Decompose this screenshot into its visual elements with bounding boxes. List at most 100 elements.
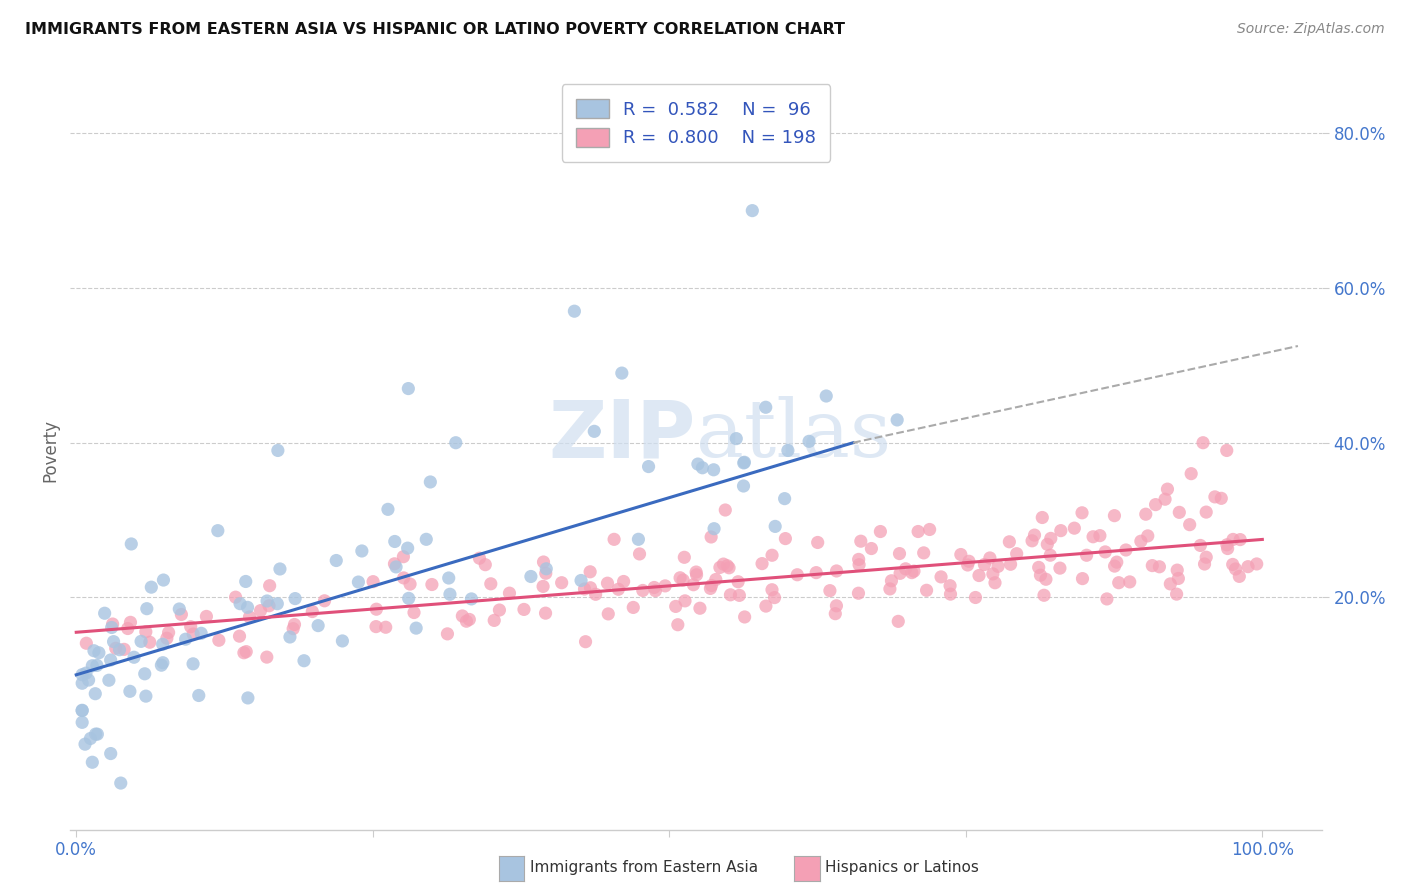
- Point: [84, 727, 107, 741]
- Point: [654, 579, 676, 593]
- Point: [773, 491, 796, 506]
- Point: [755, 599, 778, 613]
- Point: [1229, 533, 1251, 547]
- Point: [1119, 574, 1142, 589]
- Point: [460, 591, 482, 606]
- Point: [907, 524, 929, 539]
- Point: [195, 609, 218, 624]
- Point: [1021, 533, 1043, 548]
- Point: [208, 633, 231, 648]
- Point: [86, 658, 108, 673]
- Point: [384, 534, 406, 549]
- Point: [848, 558, 870, 572]
- Point: [1000, 558, 1022, 572]
- Point: [949, 548, 972, 562]
- Point: [889, 566, 911, 581]
- Point: [1136, 529, 1159, 543]
- Point: [384, 557, 406, 571]
- Point: [1216, 443, 1239, 458]
- Point: [725, 432, 748, 446]
- Point: [621, 600, 644, 615]
- Point: [350, 544, 373, 558]
- Point: [70, 704, 93, 718]
- Point: [1216, 541, 1239, 556]
- Point: [415, 533, 437, 547]
- Point: [673, 594, 696, 608]
- Point: [860, 541, 883, 556]
- Point: [700, 530, 723, 544]
- Point: [607, 582, 630, 597]
- Point: [82, 756, 104, 770]
- Point: [1108, 575, 1130, 590]
- Point: [283, 617, 305, 632]
- Point: [585, 587, 607, 601]
- Point: [973, 558, 995, 572]
- Point: [292, 654, 315, 668]
- Point: [70, 703, 93, 717]
- Point: [100, 747, 122, 761]
- Point: [87, 646, 110, 660]
- Point: [181, 627, 204, 641]
- Point: [468, 551, 491, 566]
- Point: [347, 575, 370, 590]
- Point: [70, 667, 93, 681]
- Point: [579, 565, 602, 579]
- Point: [513, 602, 536, 616]
- Text: IMMIGRANTS FROM EASTERN ASIA VS HISPANIC OR LATINO POVERTY CORRELATION CHART: IMMIGRANTS FROM EASTERN ASIA VS HISPANIC…: [25, 22, 845, 37]
- Point: [396, 382, 419, 396]
- Point: [912, 546, 935, 560]
- Point: [1225, 562, 1247, 576]
- Point: [939, 587, 962, 601]
- Point: [419, 475, 441, 489]
- Point: [700, 578, 723, 592]
- Point: [713, 557, 735, 571]
- Legend: R =  0.582    N =  96, R =  0.800    N = 198: R = 0.582 N = 96, R = 0.800 N = 198: [561, 84, 831, 161]
- Point: [1028, 560, 1050, 574]
- Point: [152, 656, 174, 670]
- Point: [807, 535, 830, 549]
- Point: [1029, 568, 1052, 582]
- Point: [596, 576, 619, 591]
- Point: [112, 642, 135, 657]
- Point: [569, 574, 592, 588]
- Point: [666, 617, 689, 632]
- Point: [672, 573, 695, 587]
- Point: [135, 601, 157, 615]
- Point: [643, 581, 665, 595]
- Point: [716, 558, 738, 573]
- Point: [269, 562, 291, 576]
- Point: [631, 583, 654, 598]
- Point: [70, 715, 93, 730]
- Point: [613, 574, 636, 589]
- Text: ZIP: ZIP: [548, 396, 696, 475]
- Point: [901, 566, 924, 580]
- Point: [364, 619, 387, 633]
- Point: [1216, 538, 1239, 552]
- Point: [610, 366, 633, 380]
- Point: [1081, 530, 1104, 544]
- Point: [488, 603, 510, 617]
- Point: [451, 609, 474, 624]
- Point: [848, 586, 870, 600]
- Point: [129, 634, 152, 648]
- Point: [256, 594, 278, 608]
- Point: [238, 610, 260, 624]
- Point: [825, 599, 848, 613]
- Point: [314, 594, 336, 608]
- Point: [207, 524, 229, 538]
- Point: [627, 533, 650, 547]
- Point: [405, 621, 427, 635]
- Point: [236, 690, 259, 705]
- Point: [392, 549, 415, 564]
- Point: [564, 304, 586, 318]
- Point: [1063, 521, 1085, 535]
- Point: [775, 532, 797, 546]
- Point: [120, 615, 142, 630]
- Point: [998, 534, 1021, 549]
- Point: [366, 602, 388, 616]
- Point: [533, 555, 555, 569]
- Point: [1049, 524, 1071, 538]
- Point: [734, 610, 756, 624]
- Point: [797, 434, 820, 449]
- Point: [152, 637, 174, 651]
